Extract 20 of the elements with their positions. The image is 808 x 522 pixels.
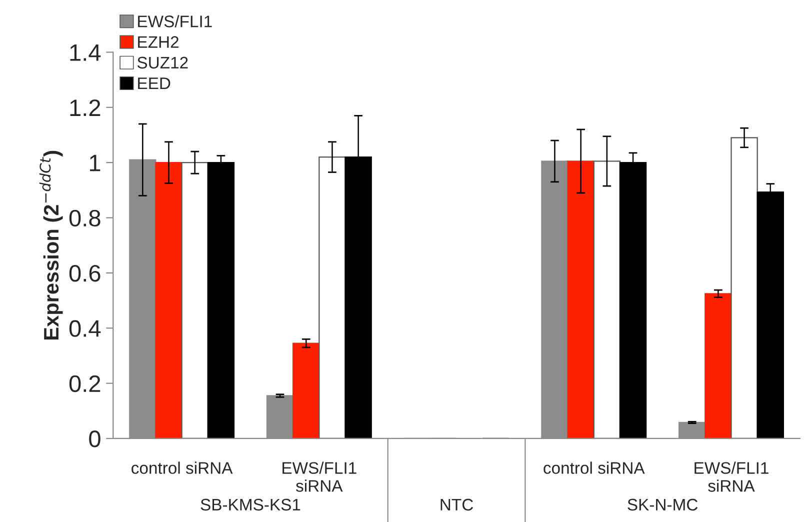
text: NTC (440, 498, 474, 511)
y-tick-label: 1 (90, 154, 100, 172)
x-tick-label: control siRNA (132, 462, 233, 474)
y-tick-label: 1.2 (70, 99, 100, 116)
x-tick-label: EWS/FLI1 siRNA (694, 462, 768, 492)
y-tick-label: 0.6 (69, 265, 100, 282)
y-tick-label: 0 (89, 430, 100, 448)
y-axis-title: Expression (2$^{−ddCt}$) (39, 150, 63, 340)
y-tick-label: 1.4 (70, 44, 101, 61)
y-tick-label: 0.2 (69, 375, 100, 392)
y-tick-label: 0.4 (69, 320, 101, 337)
legend-label: EWS/FLI1 (138, 15, 212, 28)
x-tick-label: EWS/FLI1 siRNA (282, 462, 356, 492)
legend-label: EZH2 (138, 36, 178, 48)
legend-label: SUZ12 (137, 56, 188, 69)
text: SK-N-MC (628, 498, 698, 511)
x-tick-label: control siRNA (544, 462, 645, 474)
text: SB-KMS-KS1 (200, 498, 300, 511)
y-tick-label: 0.8 (69, 210, 100, 227)
legend-label: EED (138, 78, 170, 90)
